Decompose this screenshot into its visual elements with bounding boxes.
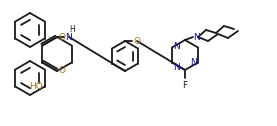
Text: F: F bbox=[183, 81, 188, 90]
Text: N: N bbox=[193, 33, 200, 41]
Text: HO: HO bbox=[29, 82, 43, 91]
Text: N: N bbox=[173, 64, 180, 72]
Text: O: O bbox=[58, 66, 65, 75]
Text: O: O bbox=[133, 37, 140, 45]
Text: O: O bbox=[58, 33, 65, 42]
Text: N: N bbox=[190, 58, 197, 67]
Text: N: N bbox=[173, 42, 180, 51]
Text: N: N bbox=[65, 33, 72, 41]
Text: H: H bbox=[70, 25, 75, 35]
